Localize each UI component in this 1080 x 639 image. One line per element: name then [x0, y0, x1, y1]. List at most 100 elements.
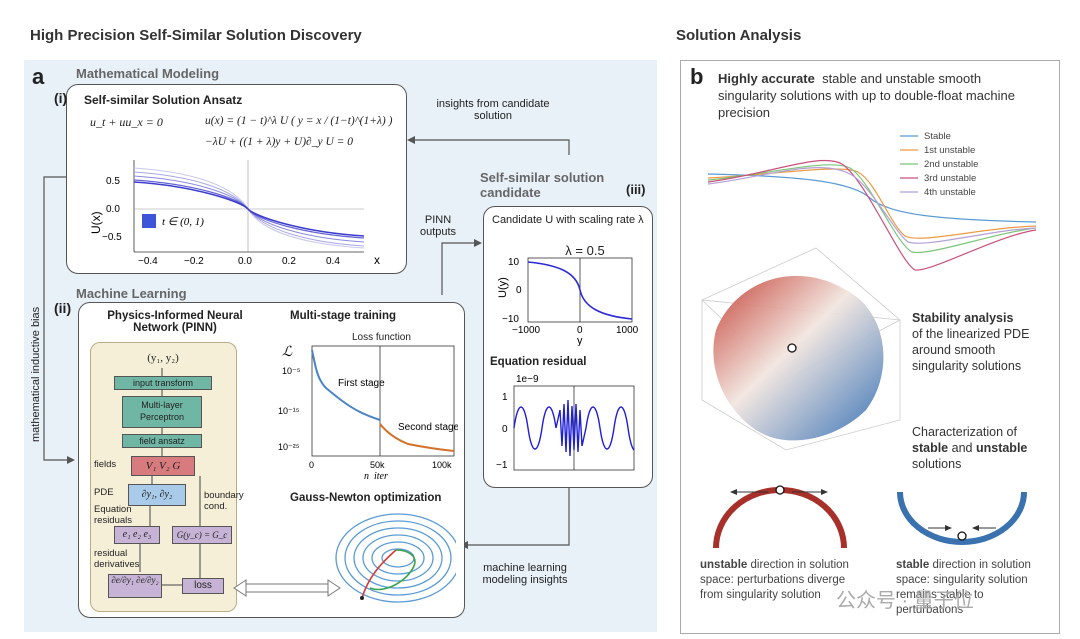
unstable-bold: unstable — [700, 559, 748, 571]
ux-plot: U(x) x t ∈ (0, 1) 0.5 0.0 −0.5 −0.4 −0.2… — [89, 160, 380, 267]
loss-xtick-2: 100k — [432, 460, 452, 470]
ml-title: Machine Learning — [76, 286, 187, 301]
legend-4th-unstable: 4th unstable — [924, 187, 976, 198]
loss-ytick-1: 10⁻¹⁵ — [278, 406, 300, 416]
residual-ytick-0: 1 — [502, 392, 508, 403]
ml-insights-label: machine learning modeling insights — [482, 562, 568, 586]
candidate-box-title: Candidate U with scaling rate λ — [492, 214, 644, 226]
char-text-3: solutions — [912, 457, 962, 471]
char-text-1: Characterization of — [912, 425, 1017, 439]
first-stage-label: First stage — [338, 378, 385, 389]
right-section-title: Solution Analysis — [676, 27, 802, 44]
ux-legend: t ∈ (0, 1) — [162, 216, 204, 228]
candidate-title: Self-similar solution candidate — [480, 170, 605, 200]
ux-xlabel: x — [374, 253, 380, 267]
panel-a-label: a — [32, 64, 45, 89]
ux-xtick-3: 0.2 — [282, 256, 296, 267]
pinn-input: (y₁, y₂) — [147, 352, 179, 364]
boundary-node: G(y_c) = G_c — [172, 526, 232, 544]
burgers-equation: u_t + uu_x = 0 — [90, 115, 163, 129]
input-transform-node: input transform — [114, 376, 212, 390]
stable-bold: stable — [896, 559, 930, 571]
gn-title: Gauss-Newton optimization — [290, 492, 442, 504]
loss-ytick-2: 10⁻²⁵ — [278, 442, 300, 452]
loss-function-label: Loss function — [352, 332, 411, 343]
second-stage-label: Second stage — [398, 422, 458, 433]
uy-ytick-0: 10 — [508, 257, 520, 268]
legend-stable: Stable — [924, 131, 951, 142]
uy-xtick-0: −1000 — [512, 325, 541, 336]
fields-node: V₁ V₂ G — [131, 456, 195, 476]
ux-xtick-0: −0.4 — [138, 256, 158, 267]
ux-xtick-1: −0.2 — [184, 256, 204, 267]
accuracy-bold: Highly accurate — [718, 71, 815, 86]
loss-symbol: ℒ — [282, 345, 293, 360]
pinn-outputs-label: PINN outputs — [419, 214, 457, 238]
ux-ylabel: U(x) — [89, 211, 103, 234]
residual-derivs-label: residual derivatives — [94, 548, 140, 570]
accuracy-text: Highly accurate stable and unstable smoo… — [718, 70, 1018, 121]
profile-equation: −λU + ((1 + λ)y + U)∂_y U = 0 — [205, 136, 354, 148]
loss-plot: ℒ 10⁻⁵ 10⁻¹⁵ 10⁻²⁵ First stage Second st… — [278, 345, 458, 480]
ml-index: (ii) — [54, 300, 72, 316]
ansatz-title: Self-similar Solution Ansatz — [84, 93, 243, 107]
field-ansatz-node: field ansatz — [122, 434, 202, 448]
pinn-title: Physics-Informed Neural Network (PINN) — [107, 310, 243, 334]
legend-1st-unstable: 1st unstable — [924, 145, 975, 156]
loss-gn-double-arrow — [233, 579, 341, 597]
panel-b-box — [680, 60, 1060, 634]
char-bold-unstable: unstable — [975, 441, 1028, 455]
stable-arc-diagram — [897, 491, 1027, 545]
ansatz-equation: u(x) = (1 − t)^λ U ( y = x / (1−t)^(1+λ)… — [205, 115, 393, 127]
residual-plot: 1e−9 1 0 −1 — [496, 374, 635, 471]
panel-b-label: b — [690, 64, 704, 89]
stable-description: stable direction in solution space: sing… — [896, 558, 1046, 618]
loss-xtick-1: 50k — [370, 460, 385, 470]
eq-residuals-label: Equation residuals — [94, 504, 133, 526]
derivatives-node: ∂e/∂y₁ ∂e/∂y₂ — [108, 574, 162, 598]
fields-label: fields — [94, 459, 117, 470]
ux-xtick-4: 0.4 — [326, 256, 340, 267]
unstable-description: unstable direction in solution space: pe… — [700, 558, 870, 603]
ux-ytick-0: 0.5 — [106, 176, 120, 187]
unstable-text: direction in solution space: perturbatio… — [700, 559, 849, 601]
stable-text: direction in solution space: singularity… — [896, 559, 1031, 616]
watermark: 公众号 · 量子位 — [836, 590, 974, 612]
loss-ytick-0: 10⁻⁵ — [282, 366, 301, 376]
candidate-box — [483, 206, 653, 488]
char-text-2: and — [951, 441, 973, 455]
uy-xtick-2: 1000 — [616, 325, 639, 336]
uy-ylabel: U(y) — [497, 277, 509, 298]
ux-ytick-1: 0.0 — [106, 204, 120, 215]
boundary-label: boundary cond. — [204, 490, 244, 512]
residual-ytick-1: 0 — [502, 424, 508, 435]
left-section-title: High Precision Self-Similar Solution Dis… — [30, 27, 362, 44]
unstable-arc-diagram — [713, 485, 847, 549]
loss-xlabel: n_iter — [364, 471, 388, 480]
residuals-node: e₁ e₂ e₃ — [114, 526, 160, 544]
pinn-connectors — [139, 368, 201, 586]
residual-scale: 1e−9 — [516, 374, 539, 385]
ux-xtick-2: 0.0 — [238, 256, 252, 267]
mlp-node: Multi-layer Perceptron — [122, 396, 202, 428]
stability-text: Stability analysis of the linearized PDE… — [912, 310, 1052, 374]
characterization-text: Characterization of stable and unstable … — [912, 424, 1042, 472]
inductive-bias-label: mathematical inductive bias — [30, 306, 42, 442]
ux-ytick-2: −0.5 — [102, 232, 122, 243]
stability-desc: of the linearized PDE around smooth sing… — [912, 327, 1030, 373]
gn-contour-plot — [335, 513, 456, 603]
math-modeling-box — [66, 84, 407, 274]
residual-ytick-2: −1 — [496, 460, 508, 471]
legend-swatch-time — [142, 214, 156, 228]
uy-xtick-1: 0 — [577, 325, 583, 336]
stability-bold: Stability analysis — [912, 311, 1014, 325]
uy-xlabel: y — [577, 335, 583, 346]
candidate-index: (iii) — [626, 182, 646, 197]
uy-plot: U(y) 10 0 −10 −1000 0 1000 y — [497, 257, 639, 346]
char-bold-stable: stable — [912, 441, 949, 455]
pde-label: PDE — [94, 487, 114, 498]
legend-3rd-unstable: 3rd unstable — [924, 173, 976, 184]
residual-title: Equation residual — [490, 356, 587, 368]
multistage-title: Multi-stage training — [290, 310, 397, 322]
uy-ytick-2: −10 — [502, 314, 519, 325]
